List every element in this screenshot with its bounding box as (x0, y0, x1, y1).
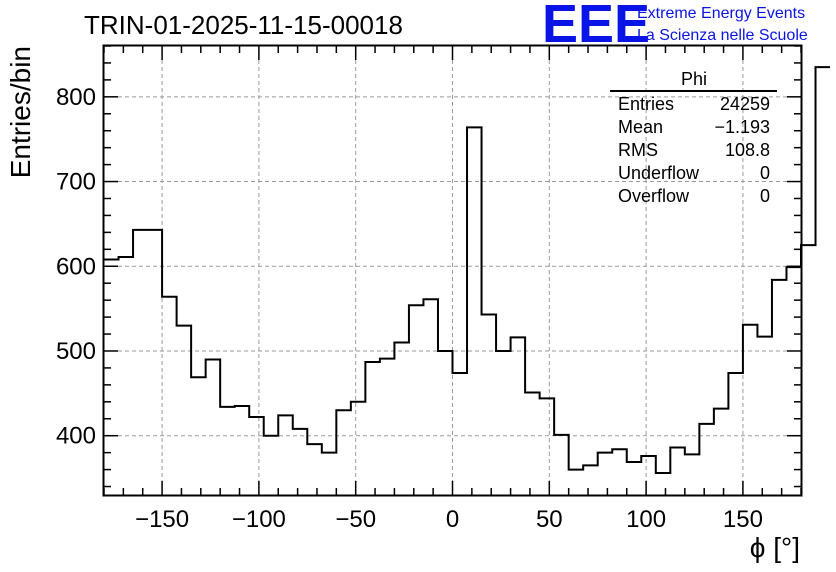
histogram-bin (569, 470, 584, 495)
stats-box: Phi Entries 24259 Mean −1.193 RMS 108.8 Underf… (610, 69, 777, 206)
y-tick-label: 700 (56, 169, 96, 196)
histogram-bin (728, 373, 743, 495)
histogram-bin (380, 359, 395, 495)
histogram-bin (627, 462, 642, 495)
histogram-bin (612, 449, 627, 495)
histogram-bin (757, 337, 772, 495)
stats-row-value: 0 (760, 163, 770, 183)
y-axis-label: Entries/bin (5, 46, 36, 178)
histogram-bin (598, 453, 613, 495)
histogram-bin (540, 398, 555, 495)
histogram-bin (409, 305, 424, 495)
histogram-bin (423, 299, 438, 495)
histogram-series (104, 66, 831, 495)
histogram-bin (772, 280, 787, 495)
eee-logo-line1: Extreme Energy Events (637, 5, 805, 22)
histogram-bin (206, 359, 221, 495)
histogram-bin (583, 465, 598, 495)
histogram-bin (220, 407, 235, 495)
histogram-bin (162, 297, 177, 495)
histogram-bin (133, 230, 148, 495)
stats-row-label: Entries (618, 94, 674, 114)
axes: −150 −100 −50 0 50 100 150 400 500 600 700 800 (56, 45, 802, 533)
y-tick-label: 500 (56, 338, 96, 365)
histogram-bin (554, 435, 569, 495)
x-tick-label: −150 (135, 506, 189, 533)
stats-row-label: RMS (618, 140, 658, 160)
histogram-bin (438, 351, 453, 495)
histogram-bin (249, 417, 264, 495)
histogram-bin (496, 351, 511, 495)
histogram-bin (656, 473, 671, 495)
x-tick-label: 50 (536, 506, 563, 533)
y-tick-label: 600 (56, 253, 96, 280)
histogram-bin (525, 392, 540, 495)
histogram-bin (670, 448, 685, 495)
stats-rows: Entries 24259 Mean −1.193 RMS 108.8 Underflow 0… (618, 94, 770, 206)
x-tick-label: −50 (335, 506, 376, 533)
stats-row-value: 0 (760, 186, 770, 206)
histogram-bin (307, 444, 322, 495)
histogram-bin (119, 257, 134, 495)
histogram-bin (685, 454, 700, 495)
y-tick-label: 400 (56, 423, 96, 450)
histogram-bin (293, 429, 308, 495)
histogram-bin (801, 245, 816, 495)
histogram-bin (786, 267, 801, 495)
x-tick-label: 0 (446, 506, 459, 533)
histogram-bin (278, 415, 293, 495)
y-tick-label: 800 (56, 84, 96, 111)
histogram-outline (104, 66, 831, 474)
histogram-bin (235, 406, 250, 495)
histogram-bin (351, 402, 366, 495)
x-tick-label: 100 (626, 506, 666, 533)
stats-row-label: Mean (618, 117, 663, 137)
histogram-bin (104, 259, 119, 495)
histogram-bin (453, 373, 468, 495)
histogram-bin (322, 453, 337, 495)
eee-logo-line2: La Scienza nelle Scuole (637, 27, 808, 44)
histogram-bin (511, 337, 526, 495)
histogram-bin (714, 409, 729, 495)
x-tick-label: 150 (723, 506, 763, 533)
histogram-bin (394, 343, 409, 495)
histogram-bin (365, 362, 380, 495)
x-axis-label: ϕ [°] (750, 532, 800, 563)
stats-row-value: 108.8 (725, 140, 770, 160)
stats-row-label: Overflow (618, 186, 690, 206)
histogram-bin (699, 424, 714, 495)
grid (104, 46, 801, 495)
histogram-bin (482, 315, 497, 495)
histogram-bin (336, 410, 351, 495)
stats-row-value: 24259 (720, 94, 770, 114)
histogram-bin (743, 325, 758, 495)
histogram-bin (177, 326, 192, 495)
stats-row-value: −1.193 (714, 117, 770, 137)
histogram-bin (641, 456, 656, 495)
eee-logo: EEE Extreme Energy Events La Scienza nel… (542, 0, 808, 54)
plot-frame (102, 44, 803, 497)
histogram-bin (467, 127, 482, 495)
histogram-bin (191, 377, 206, 495)
x-tick-label: −100 (232, 506, 286, 533)
stats-box-name: Phi (681, 69, 707, 89)
histogram-bin (148, 230, 163, 495)
histogram-bin (264, 436, 279, 495)
stats-row-label: Underflow (618, 163, 700, 183)
histogram-bin (816, 67, 831, 495)
chart-title: TRIN-01-2025-11-15-00018 (84, 10, 403, 40)
